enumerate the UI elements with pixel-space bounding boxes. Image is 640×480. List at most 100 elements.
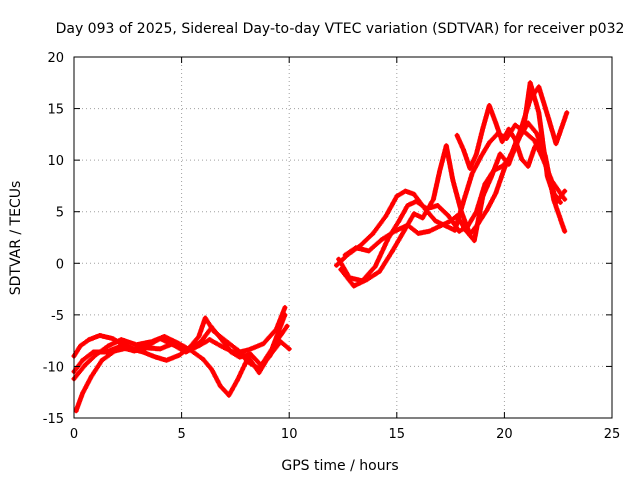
data-point: [551, 190, 557, 196]
data-point: [405, 203, 410, 208]
data-point: [525, 164, 531, 169]
data-point: [104, 349, 109, 355]
x-tick-label: 20: [496, 427, 513, 442]
y-tick-label: 10: [47, 154, 64, 169]
data-point: [97, 333, 103, 338]
y-tick-label: -15: [43, 412, 64, 427]
data-point: [134, 342, 139, 347]
data-point: [209, 367, 214, 372]
data-point: [343, 252, 348, 258]
data-point: [500, 139, 505, 144]
data-point: [513, 137, 518, 142]
data-point: [536, 110, 541, 115]
plot-border: [73, 56, 613, 419]
series-3: [71, 334, 292, 398]
data-point: [157, 346, 163, 352]
data-point: [463, 228, 468, 233]
data-point: [278, 339, 283, 344]
data-point: [405, 222, 410, 228]
data-point: [390, 248, 395, 254]
y-axis-label: SDTVAR / TECUs: [8, 181, 24, 296]
x-tick-label: 10: [281, 427, 298, 442]
y-tick-label: 20: [47, 51, 64, 66]
data-point: [459, 209, 464, 214]
data-point: [377, 269, 382, 274]
data-point: [353, 245, 359, 250]
data-point: [472, 238, 477, 243]
data-point: [450, 177, 455, 182]
data-point: [528, 80, 533, 86]
data-point: [140, 349, 146, 355]
data-point: [467, 166, 473, 171]
data-point: [536, 84, 541, 90]
data-point: [93, 352, 98, 358]
data-point: [497, 151, 503, 157]
data-point: [394, 194, 399, 199]
axis-ticks: 0 5 10 15 20 25 -15 -10 -5 0 5 10 15 20: [43, 51, 621, 442]
data-point: [558, 200, 563, 205]
data-point: [373, 264, 378, 269]
data-point: [265, 356, 270, 361]
data-point: [474, 151, 479, 157]
data-point: [437, 224, 442, 229]
data-point: [383, 213, 389, 218]
data-point: [480, 194, 486, 199]
data-point: [110, 336, 115, 341]
data-point: [401, 230, 406, 235]
x-tick-label: 15: [389, 427, 406, 442]
data-point: [506, 162, 511, 167]
x-tick-label: 0: [70, 427, 78, 442]
data-point: [153, 354, 158, 360]
data-point: [282, 312, 288, 318]
data-point: [200, 357, 206, 362]
data-point: [521, 124, 526, 130]
series-8: [454, 103, 563, 205]
data-point: [562, 229, 567, 234]
data-point: [246, 354, 251, 360]
series-6: [338, 84, 570, 289]
data-point: [99, 358, 105, 363]
chart-title: Day 093 of 2025, Sidereal Day-to-day VTE…: [56, 21, 625, 37]
data-point: [461, 147, 466, 152]
data-point: [364, 277, 369, 282]
data-point: [336, 257, 341, 262]
y-tick-label: -10: [43, 360, 64, 375]
x-axis-label: GPS time / hours: [281, 458, 398, 474]
data-point: [379, 237, 384, 242]
series-2: [73, 315, 290, 414]
data-point: [196, 334, 201, 339]
y-tick-label: 0: [56, 257, 64, 272]
data-point: [478, 154, 483, 160]
data-point: [74, 408, 79, 413]
data-point: [211, 329, 217, 334]
data-point: [396, 218, 402, 224]
data-point: [80, 391, 85, 396]
data-point: [78, 343, 83, 348]
data-point: [416, 231, 421, 236]
data-point: [89, 374, 94, 379]
data-point: [414, 199, 419, 204]
y-tick-label: 15: [47, 103, 64, 118]
data-point: [562, 188, 567, 194]
data-point: [256, 370, 262, 375]
data-point: [403, 188, 408, 194]
data-point: [164, 358, 169, 363]
data-point: [246, 347, 251, 353]
data-point: [534, 131, 539, 136]
data-point: [487, 140, 492, 145]
data-point: [82, 363, 88, 368]
data-point: [235, 377, 240, 382]
data-point: [145, 345, 150, 351]
x-tick-label: 25: [604, 427, 621, 442]
data-point: [106, 343, 111, 348]
data-point: [461, 199, 466, 204]
data-point: [112, 348, 118, 354]
data-point: [119, 337, 124, 342]
data-point: [545, 112, 550, 118]
data-point: [435, 203, 440, 208]
data-point: [431, 197, 436, 202]
y-tick-label: -5: [51, 309, 64, 324]
data-point: [125, 345, 130, 351]
data-point: [228, 349, 234, 355]
